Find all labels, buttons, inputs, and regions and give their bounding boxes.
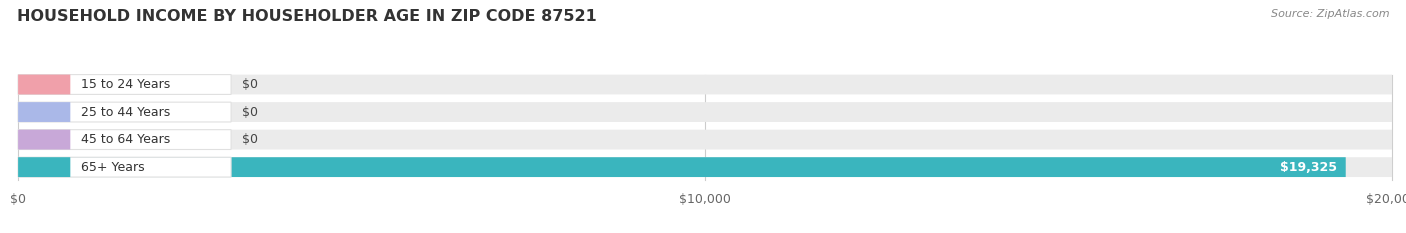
Text: $0: $0 bbox=[242, 78, 259, 91]
FancyBboxPatch shape bbox=[18, 75, 70, 94]
Text: 45 to 64 Years: 45 to 64 Years bbox=[82, 133, 170, 146]
FancyBboxPatch shape bbox=[18, 102, 1392, 122]
FancyBboxPatch shape bbox=[18, 157, 70, 177]
FancyBboxPatch shape bbox=[18, 157, 1392, 177]
Text: 65+ Years: 65+ Years bbox=[82, 161, 145, 174]
FancyBboxPatch shape bbox=[18, 157, 1346, 177]
Text: $0: $0 bbox=[242, 106, 259, 119]
FancyBboxPatch shape bbox=[18, 157, 231, 177]
FancyBboxPatch shape bbox=[18, 130, 1392, 150]
FancyBboxPatch shape bbox=[18, 102, 70, 122]
FancyBboxPatch shape bbox=[18, 75, 231, 94]
FancyBboxPatch shape bbox=[18, 130, 231, 150]
Text: $19,325: $19,325 bbox=[1281, 161, 1337, 174]
Text: HOUSEHOLD INCOME BY HOUSEHOLDER AGE IN ZIP CODE 87521: HOUSEHOLD INCOME BY HOUSEHOLDER AGE IN Z… bbox=[17, 9, 596, 24]
Text: Source: ZipAtlas.com: Source: ZipAtlas.com bbox=[1271, 9, 1389, 19]
Text: 25 to 44 Years: 25 to 44 Years bbox=[82, 106, 170, 119]
Text: 15 to 24 Years: 15 to 24 Years bbox=[82, 78, 170, 91]
Text: $0: $0 bbox=[242, 133, 259, 146]
FancyBboxPatch shape bbox=[18, 75, 1392, 94]
FancyBboxPatch shape bbox=[18, 130, 70, 150]
FancyBboxPatch shape bbox=[18, 102, 231, 122]
